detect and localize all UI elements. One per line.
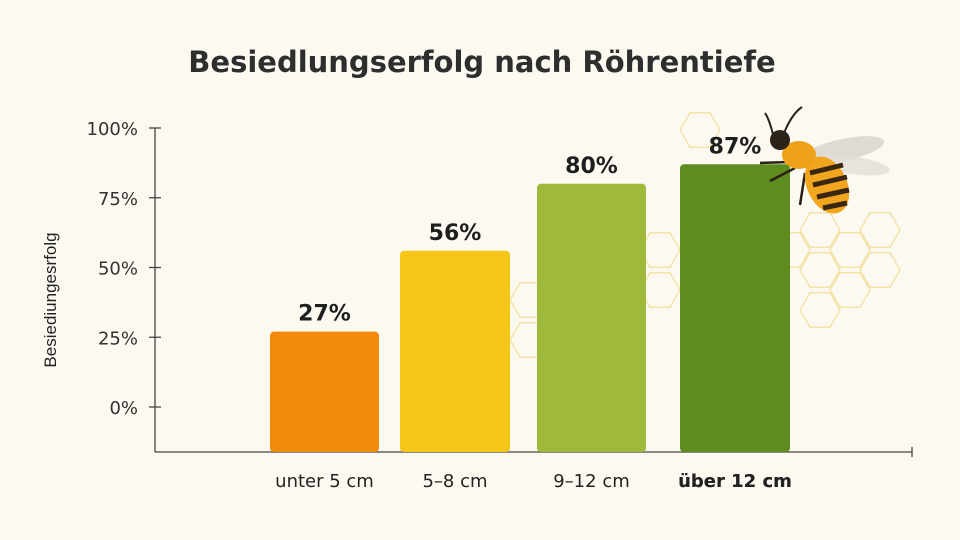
highlighted-category-label: über 12 cm [678,471,792,492]
honeycomb-cell [679,111,721,149]
data-label: 56% [429,221,482,246]
x-tick-label: unter 5 cm [275,471,374,492]
honeycomb-cell [829,271,871,309]
x-tick-label: über 12 cm [678,471,792,492]
x-tick-label: 5–8 cm [422,471,487,492]
honeycomb-cell [799,251,841,289]
y-tick-label: 50% [98,259,138,280]
bar [680,164,790,452]
bee-illustration [759,106,890,214]
honeycomb-cell [859,211,901,249]
y-tick-label: 25% [98,328,138,349]
data-label: 80% [565,154,618,179]
y-axis-label: Besiediungesrfolg [41,232,60,367]
data-label: 87% [709,134,762,159]
data-label: 27% [298,302,351,327]
y-tick-label: 100% [87,119,138,140]
honeycomb-cell [829,231,871,269]
bar [400,250,510,452]
y-tick-label: 75% [98,189,138,210]
bar [537,183,646,453]
honeycomb-cell [859,251,901,289]
bar [270,331,379,452]
x-tick-label: 9–12 cm [553,471,630,492]
honeycomb-cell [799,291,841,329]
chart-title: Besiedlungserfolg nach Röhrentiefe [188,45,775,79]
y-tick-label: 0% [109,398,138,419]
